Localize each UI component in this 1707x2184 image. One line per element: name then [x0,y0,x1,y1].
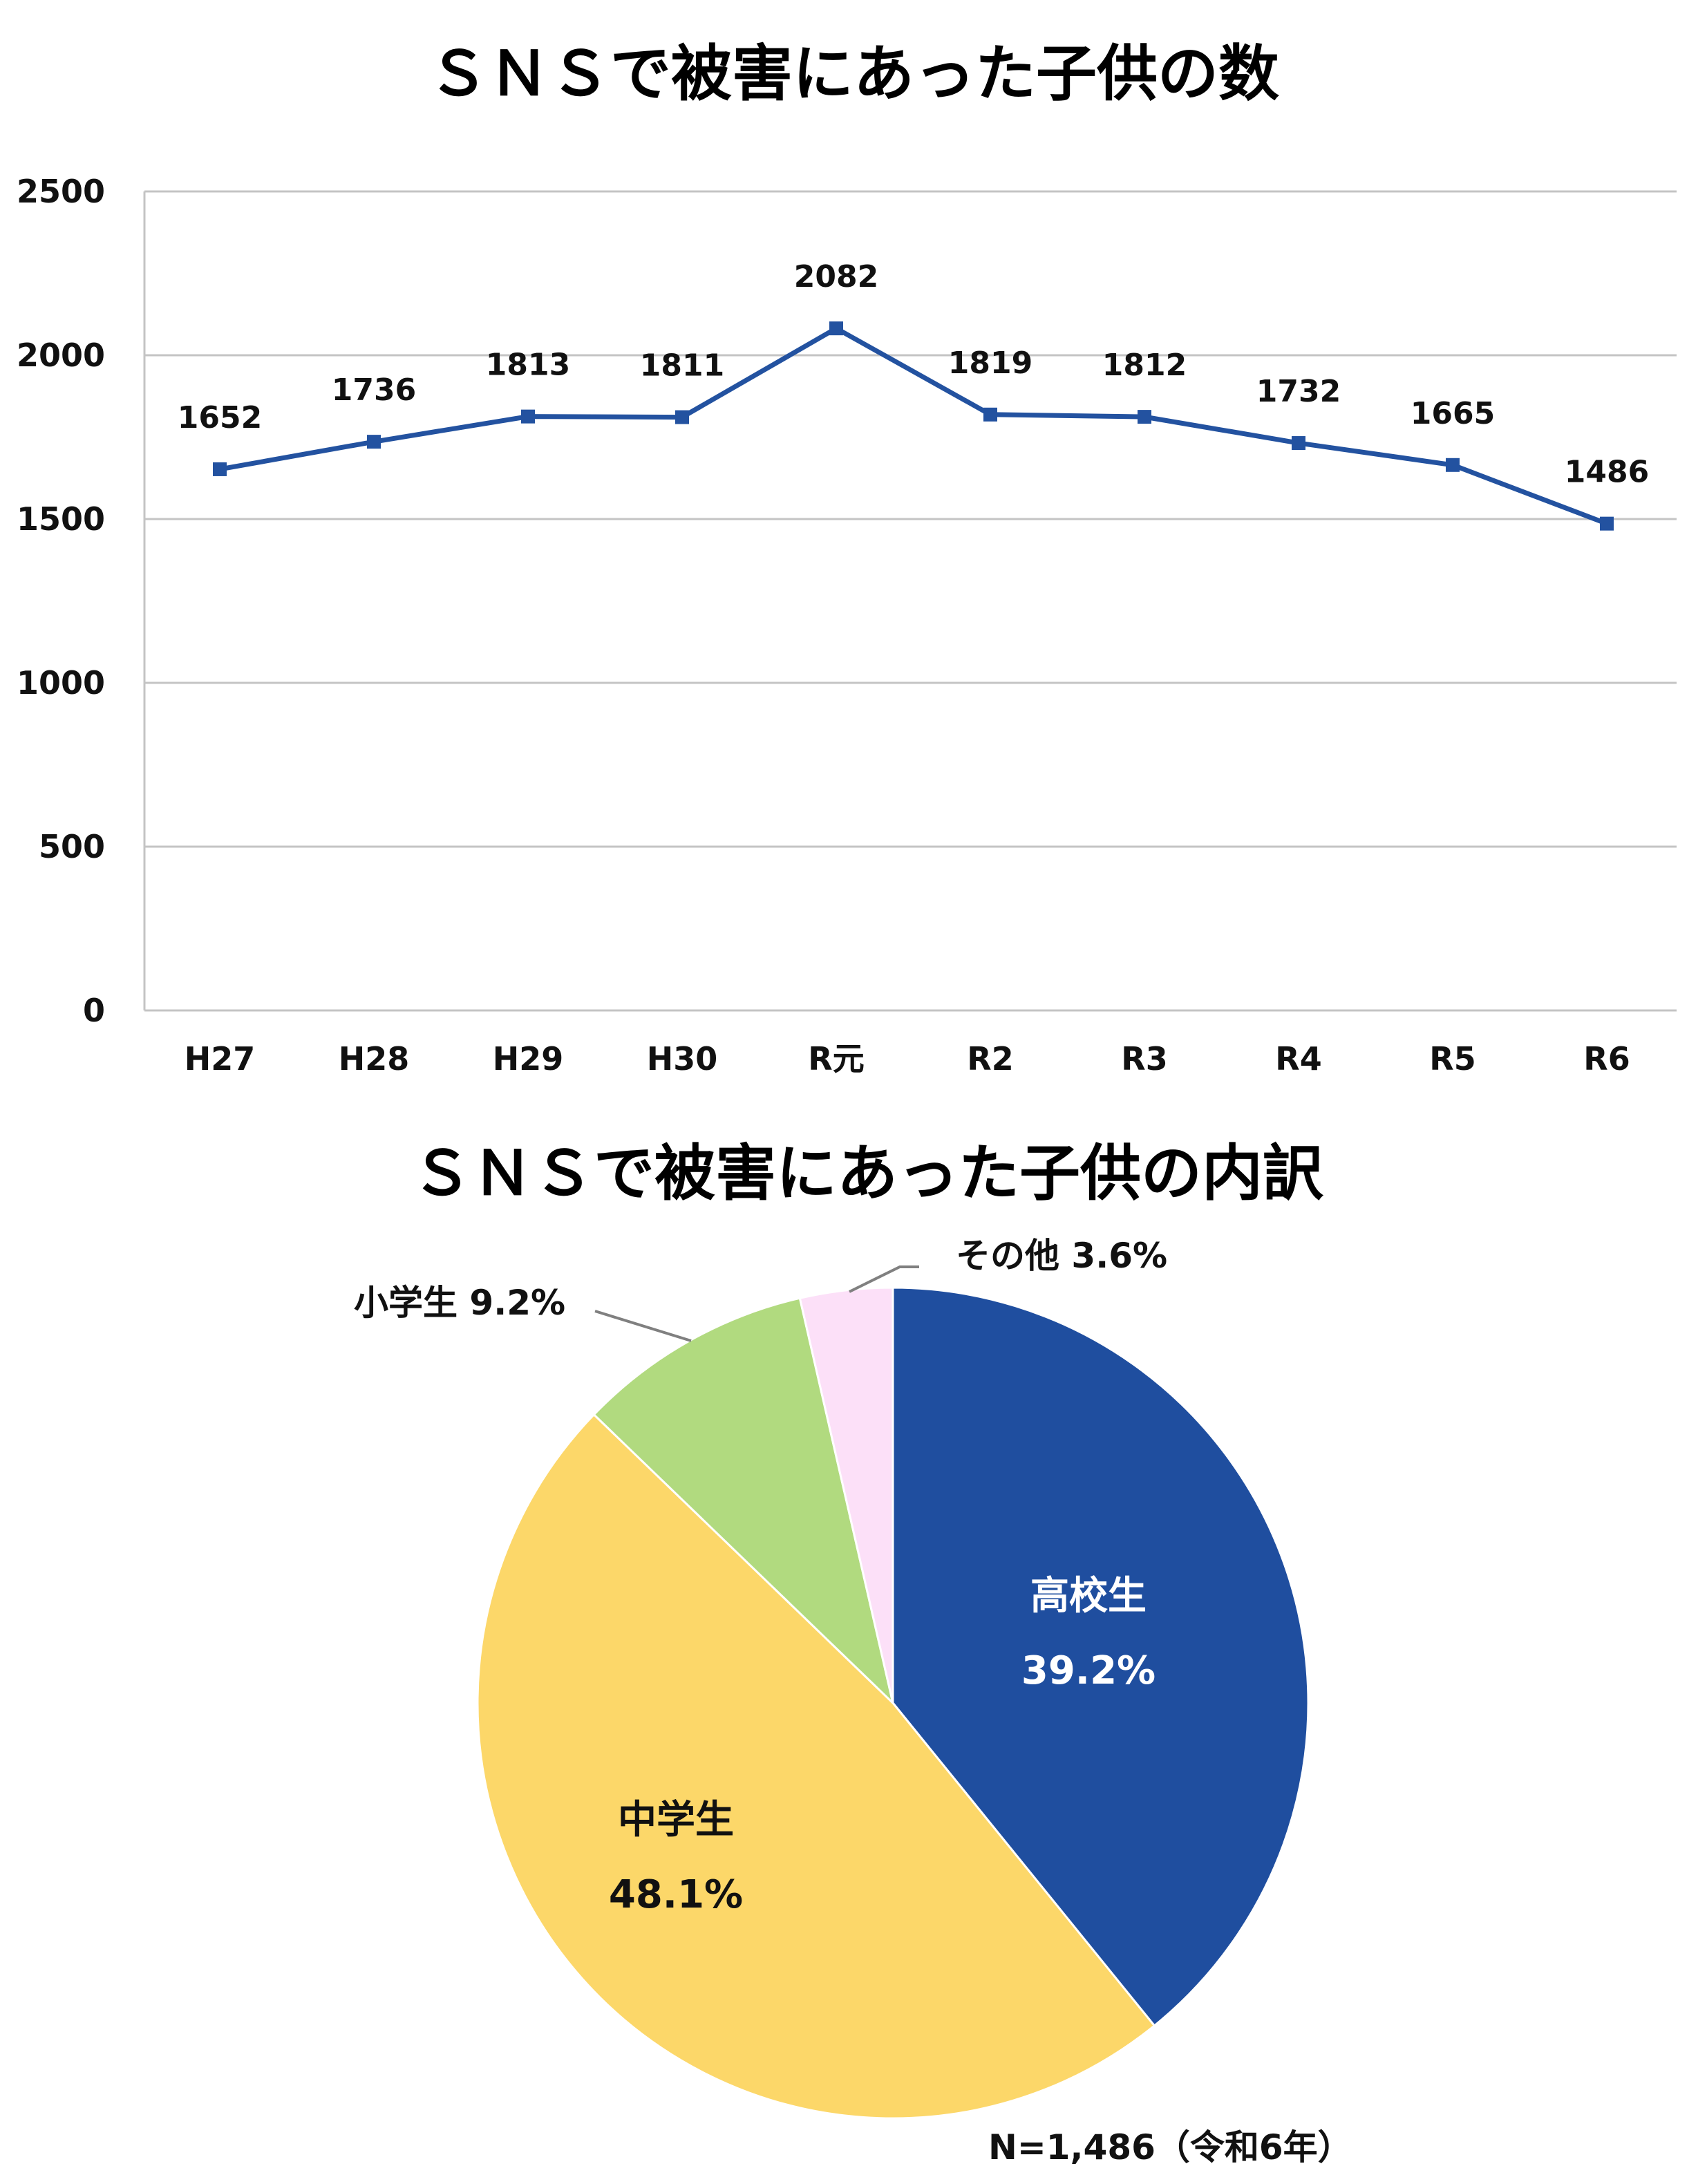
x-tick-label: R5 [1429,1040,1475,1077]
slice-value-label: 3.6% [1071,1236,1167,1276]
x-tick-label: R3 [1121,1040,1167,1077]
slice-value-label: 48.1% [609,1872,743,1917]
slice-value-label: 9.2% [469,1283,565,1323]
x-tick-label: R2 [967,1040,1013,1077]
leader-line [849,1265,919,1293]
data-label: 1811 [640,348,724,384]
data-labels: 1652 1736 1813 1811 2082 1819 1812 1732 1665 1486 [178,259,1649,490]
slice-label-elementary: 小学生 9.2% [354,1283,565,1323]
data-point-marker [521,409,535,424]
pie [476,1286,1310,2120]
data-point-marker [213,462,227,476]
series-line [219,326,1608,526]
pie-slice-3 [798,1286,894,1704]
x-tick-label: R元 [808,1040,864,1077]
data-point-marker [1138,410,1151,424]
data-point-marker [829,321,843,336]
slice-name-label: 中学生 [618,1798,734,1843]
y-tick-label: 500 [39,828,105,865]
pie-slice-0 [892,1286,1310,2028]
pie-labels: 高校生 39.2% 中学生 48.1% 小学生 9.2% その他 3.6% [354,1236,1167,1917]
data-label: 1732 [1256,374,1341,409]
data-label: 1665 [1411,396,1495,431]
y-tick-label: 2500 [17,173,105,210]
y-axis-ticks: 0 500 1000 1500 2000 2500 [17,173,105,1029]
data-point-marker [1600,516,1614,531]
line-chart-title: ＳＮＳで被害にあった子供の数 [428,38,1279,109]
line-series [213,321,1614,531]
slice-value-label: 39.2% [1021,1648,1156,1693]
data-label: 1736 [332,373,416,408]
data-point-marker [367,435,381,449]
data-point-marker [1292,436,1305,451]
pie-chart-title: ＳＮＳで被害にあった子供の内訳 [411,1138,1324,1209]
slice-name-label: 高校生 [1030,1574,1147,1619]
pie-note: N=1,486（令和6年） [988,2127,1352,2167]
leader-line [594,1310,692,1342]
x-tick-label: H27 [185,1040,256,1077]
data-label: 1819 [948,346,1032,381]
y-tick-label: 1500 [17,500,105,538]
gridlines [143,190,1677,1012]
y-tick-label: 1000 [17,664,105,702]
data-point-marker [1446,458,1460,472]
y-tick-label: 0 [83,992,105,1029]
pie-slice-1 [476,1413,1156,2120]
x-tick-label: H28 [339,1040,410,1077]
data-label: 1486 [1565,455,1649,490]
x-tick-label: R6 [1583,1040,1630,1077]
x-tick-label: H29 [493,1040,564,1077]
data-label: 2082 [794,259,878,294]
x-tick-label: R4 [1275,1040,1321,1077]
data-label: 1813 [486,348,570,383]
x-tick-label: H30 [647,1040,718,1077]
slice-name-label: その他 [956,1236,1059,1276]
slice-label-other: その他 3.6% [956,1236,1167,1276]
y-tick-label: 2000 [17,337,105,374]
slice-name-label: 小学生 [354,1283,458,1323]
pie-slice-2 [592,1297,895,1706]
data-point-marker [983,407,997,422]
data-point-marker [675,410,689,424]
x-axis-ticks: H27 H28 H29 H30 R元 R2 R3 R4 R5 R6 [185,1040,1630,1077]
data-label: 1812 [1102,348,1187,383]
data-label: 1652 [178,400,262,435]
